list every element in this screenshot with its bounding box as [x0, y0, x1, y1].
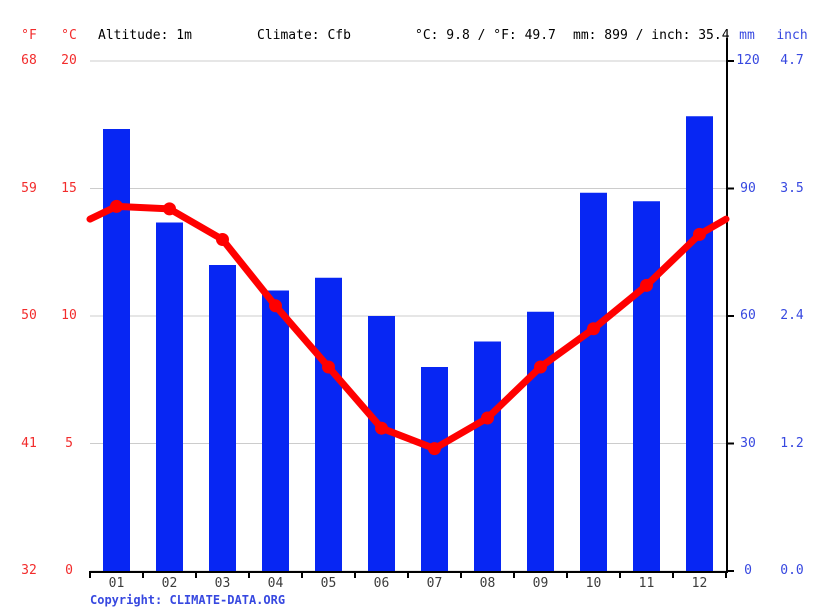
inch-unit-header-label: inch: [776, 28, 808, 43]
precipitation-bar-06: [368, 316, 395, 571]
c-unit-header-label: °C: [61, 28, 77, 43]
y-axis-inch-tick-label: 3.5: [780, 180, 804, 196]
y-axis-inch-tick-label: 2.4: [780, 308, 804, 323]
month-label-02: 02: [161, 576, 178, 591]
temperature-line: [86, 202, 730, 453]
y-axis-mm-tick-label: 30: [740, 435, 756, 451]
temperature-marker-11: [640, 278, 653, 292]
precipitation-bar-05: [315, 277, 342, 571]
month-label-08: 08: [479, 576, 496, 591]
y-axis-mm-tick-label: 120: [736, 53, 760, 68]
temperature-marker-09: [534, 360, 547, 374]
temperature-marker-05: [322, 360, 335, 374]
altitude-label: Altitude: 1m: [98, 28, 192, 43]
f-unit-header-label: °F: [21, 28, 37, 43]
y-axis-f-tick-label: 68: [21, 53, 37, 68]
month-label-07: 07: [426, 576, 443, 591]
climate-classification-label: Climate: Cfb: [257, 28, 351, 43]
temperature-marker-02: [163, 202, 176, 216]
temperature-marker-06: [375, 421, 388, 435]
month-label-11: 11: [638, 576, 655, 591]
mm-unit-header-label: mm: [739, 28, 755, 43]
copyright-label: Copyright:: [90, 593, 170, 607]
y-axis-f-tick-label: 32: [21, 563, 37, 578]
y-axis-inch-tick-label: 4.7: [780, 53, 804, 68]
y-axis-f-tick-label: 59: [21, 180, 37, 196]
annual-temperature-summary: °C: 9.8 / °F: 49.7: [415, 28, 556, 43]
month-label-10: 10: [585, 576, 602, 591]
month-label-12: 12: [691, 576, 708, 591]
precipitation-bar-02: [156, 222, 183, 571]
y-axis-c-tick-label: 5: [65, 435, 73, 451]
month-label-05: 05: [320, 576, 337, 591]
precipitation-bar-01: [103, 129, 130, 571]
month-label-03: 03: [214, 576, 231, 591]
y-axis-f-tick-label: 50: [21, 308, 37, 323]
precipitation-bar-10: [580, 192, 607, 571]
precipitation-bar-11: [633, 201, 660, 571]
copyright: Copyright: CLIMATE-DATA.ORG: [90, 593, 285, 607]
temperature-marker-07: [428, 442, 441, 456]
month-label-04: 04: [267, 576, 284, 591]
month-label-09: 09: [532, 576, 549, 591]
y-axis-c-tick-label: 15: [61, 180, 77, 196]
temperature-marker-01: [110, 199, 123, 213]
y-axis-c-tick-label: 0: [65, 563, 73, 578]
y-axis-c-tick-label: 20: [61, 53, 77, 68]
precipitation-bar-08: [474, 341, 501, 571]
temperature-marker-04: [269, 299, 282, 313]
month-label-01: 01: [108, 576, 125, 591]
y-axis-mm-tick-label: 0: [744, 563, 752, 578]
precipitation-bar-07: [421, 367, 448, 571]
y-axis-mm-tick-label: 60: [740, 308, 756, 323]
annual-precipitation-summary: mm: 899 / inch: 35.4: [573, 28, 730, 43]
precipitation-bar-04: [262, 290, 289, 571]
y-axis-f-tick-label: 41: [21, 435, 37, 451]
copyright-link[interactable]: CLIMATE-DATA.ORG: [169, 593, 286, 607]
precipitation-bar-03: [209, 265, 236, 571]
y-axis-mm-tick-label: 90: [740, 180, 756, 196]
temperature-marker-10: [587, 322, 600, 336]
precipitation-bar-12: [686, 116, 713, 571]
month-label-06: 06: [373, 576, 390, 591]
temperature-marker-08: [481, 411, 494, 425]
y-axis-inch-tick-label: 0.0: [780, 563, 804, 578]
temperature-marker-12: [693, 227, 706, 241]
temperature-marker-03: [216, 233, 229, 246]
precipitation-bar-09: [527, 311, 554, 571]
y-axis-inch-tick-label: 1.2: [780, 435, 804, 451]
y-axis-c-tick-label: 10: [61, 308, 77, 323]
